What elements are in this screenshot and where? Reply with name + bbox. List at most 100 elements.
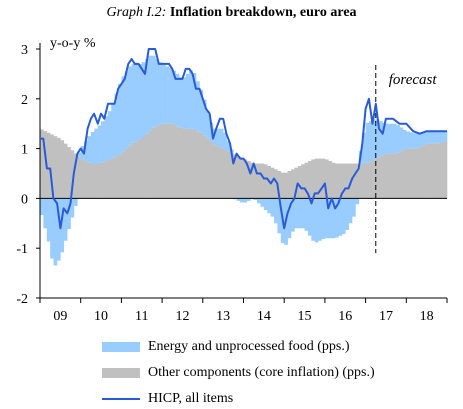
core-bar bbox=[399, 151, 404, 199]
energy-bar bbox=[151, 55, 156, 128]
core-bar bbox=[216, 146, 221, 199]
energy-bar bbox=[162, 64, 166, 124]
core-bar bbox=[175, 126, 180, 199]
core-bar bbox=[365, 162, 370, 199]
y-tick-label: 3 bbox=[21, 43, 28, 58]
core-bar bbox=[60, 140, 65, 199]
energy-bar bbox=[341, 198, 346, 235]
core-bar bbox=[352, 163, 356, 199]
energy-bar bbox=[118, 83, 122, 155]
energy-bar bbox=[199, 89, 204, 133]
core-bar bbox=[436, 143, 441, 199]
energy-bar bbox=[121, 76, 126, 152]
legend-swatch-energy bbox=[102, 342, 140, 352]
energy-bar bbox=[423, 131, 427, 145]
energy-bar bbox=[60, 198, 65, 253]
energy-bar bbox=[294, 198, 299, 229]
energy-bar bbox=[87, 136, 92, 163]
legend-swatch-hicp bbox=[102, 398, 140, 400]
core-bar bbox=[50, 134, 54, 199]
energy-bar bbox=[335, 198, 339, 238]
energy-bar bbox=[141, 62, 146, 137]
energy-bar bbox=[318, 198, 322, 241]
core-bar bbox=[56, 137, 61, 199]
core-bar bbox=[168, 123, 173, 199]
energy-bar bbox=[267, 198, 271, 214]
x-tick-label: 16 bbox=[338, 309, 352, 324]
energy-bar bbox=[67, 198, 71, 230]
legend-label-hicp: HICP, all items bbox=[148, 391, 234, 406]
x-tick-label: 10 bbox=[94, 309, 108, 324]
energy-bar bbox=[287, 198, 292, 239]
core-bar bbox=[379, 156, 383, 199]
energy-bar bbox=[365, 122, 370, 163]
axes bbox=[36, 43, 448, 303]
energy-bar bbox=[331, 198, 336, 239]
energy-bar bbox=[304, 198, 309, 231]
energy-bar bbox=[114, 93, 119, 157]
forecast-marker: forecast bbox=[375, 65, 437, 254]
energy-bar bbox=[192, 73, 197, 130]
core-bar bbox=[104, 161, 109, 199]
energy-bar bbox=[375, 119, 380, 158]
core-bar bbox=[396, 152, 400, 199]
energy-bar bbox=[311, 198, 316, 241]
energy-bar bbox=[260, 198, 265, 207]
energy-bar bbox=[145, 58, 149, 134]
core-bar bbox=[77, 156, 81, 199]
energy-bar bbox=[165, 66, 170, 124]
core-bar bbox=[121, 151, 126, 199]
core-bar bbox=[270, 167, 275, 199]
energy-bar bbox=[131, 63, 136, 143]
core-bar bbox=[138, 139, 143, 199]
energy-bar bbox=[409, 132, 414, 149]
energy-bar bbox=[345, 198, 349, 230]
energy-bar bbox=[355, 198, 360, 205]
energy-bar bbox=[430, 131, 434, 144]
core-bar bbox=[97, 163, 102, 199]
core-bar bbox=[372, 159, 377, 199]
core-bar bbox=[179, 127, 183, 199]
energy-bar bbox=[277, 198, 282, 234]
chart-title-prefix: Graph I.2: bbox=[106, 5, 167, 20]
energy-bar bbox=[433, 131, 438, 144]
core-bar bbox=[243, 159, 248, 199]
core-bar bbox=[246, 161, 251, 199]
core-bar bbox=[134, 141, 139, 199]
energy-bar bbox=[396, 124, 400, 153]
energy-bar bbox=[236, 198, 241, 201]
energy-bar bbox=[182, 77, 187, 129]
core-bar bbox=[63, 143, 68, 199]
core-bar bbox=[80, 159, 85, 199]
core-bar bbox=[324, 159, 329, 199]
core-bar bbox=[423, 144, 427, 199]
energy-bar bbox=[63, 198, 68, 241]
core-bar bbox=[362, 163, 366, 199]
core-bar bbox=[257, 163, 261, 199]
energy-bar bbox=[138, 63, 143, 140]
core-bar bbox=[124, 148, 129, 199]
energy-bar bbox=[168, 68, 173, 124]
energy-bar bbox=[402, 129, 407, 150]
core-bar bbox=[141, 136, 146, 199]
core-bar bbox=[192, 129, 197, 199]
energy-bar bbox=[202, 99, 207, 136]
energy-bar bbox=[307, 198, 312, 236]
core-bar bbox=[70, 150, 75, 199]
core-bar bbox=[355, 163, 360, 199]
hicp-line bbox=[40, 48, 447, 230]
core-bar bbox=[67, 146, 71, 199]
core-bar bbox=[301, 164, 305, 199]
energy-bar bbox=[40, 198, 44, 215]
core-bar bbox=[430, 143, 434, 199]
energy-bar bbox=[297, 198, 302, 229]
core-bar bbox=[338, 163, 343, 199]
core-bar bbox=[321, 158, 326, 199]
energy-bar bbox=[158, 62, 163, 125]
core-bar bbox=[280, 172, 285, 199]
core-bar bbox=[416, 147, 421, 199]
core-bar bbox=[107, 159, 112, 199]
energy-bar bbox=[290, 198, 295, 232]
energy-bar bbox=[419, 132, 424, 147]
